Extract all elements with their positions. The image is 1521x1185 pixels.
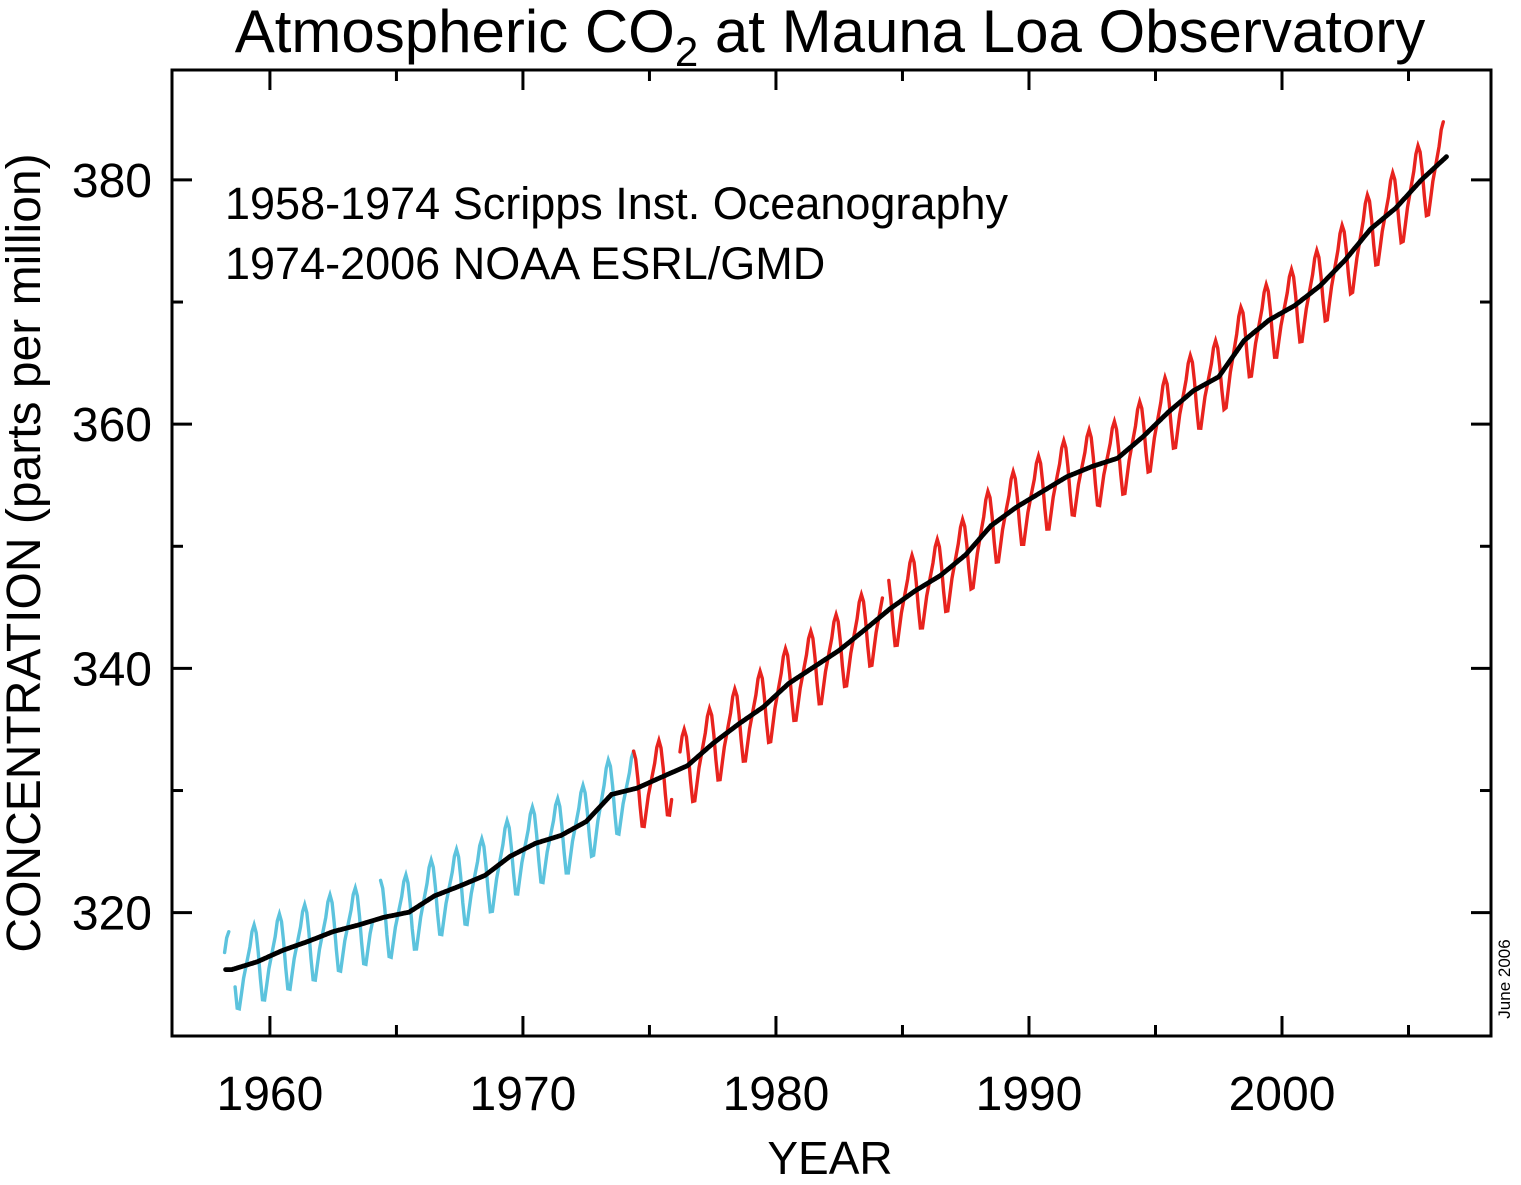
data-series-group <box>222 120 1449 1011</box>
source-annotation-line-1: 1958-1974 Scripps Inst. Oceanography <box>225 178 1008 229</box>
plot-frame <box>170 68 1493 1038</box>
y-tick-label: 360 <box>72 399 152 452</box>
y-tick-label: 320 <box>72 888 152 941</box>
chart-title-subscript: 2 <box>675 28 698 75</box>
y-tick-label: 340 <box>72 643 152 696</box>
noaa-monthly-1974-2006-line <box>631 120 1445 829</box>
y-tick-label: 380 <box>72 155 152 208</box>
x-tick-label: 1970 <box>470 1068 577 1121</box>
chart-title-prefix: Atmospheric CO <box>235 0 675 65</box>
x-tick-label: 1980 <box>723 1068 830 1121</box>
scripps-monthly-1958-1974-line <box>222 749 636 1011</box>
plot-frame-group <box>170 68 1493 1038</box>
source-annotation-line-2: 1974-2006 NOAA ESRL/GMD <box>225 238 825 289</box>
x-tick-label: 1990 <box>976 1068 1083 1121</box>
x-axis-title: YEAR <box>767 1132 892 1180</box>
chart-title: Atmospheric CO2 at Mauna Loa Observatory <box>235 0 1426 75</box>
tick-marks-group <box>172 70 1491 1036</box>
x-tick-label: 1960 <box>217 1068 324 1121</box>
date-side-note: June 2006 <box>1495 939 1514 1018</box>
tick-labels-group: 1960 1970 1980 1990 2000 320 340 360 380 <box>72 155 1335 1121</box>
chart-title-suffix: at Mauna Loa Observatory <box>698 0 1425 65</box>
smoothed-trend-line <box>223 154 1449 972</box>
x-tick-label: 2000 <box>1229 1068 1336 1121</box>
y-axis-title: CONCENTRATION (parts per million) <box>0 153 51 952</box>
